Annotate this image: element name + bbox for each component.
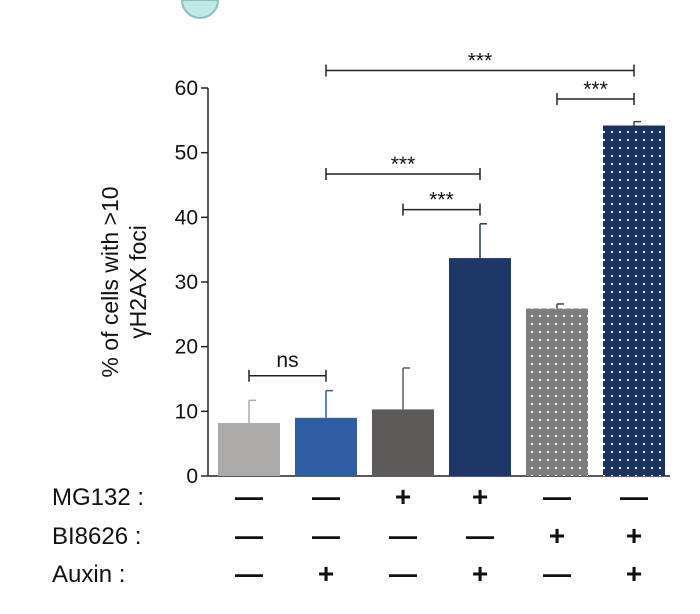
treatment-mark: — xyxy=(312,520,340,551)
y-axis-title: % of cells with >10 γH2AX foci xyxy=(97,186,151,377)
treatment-mark: — xyxy=(312,481,340,512)
treatment-mark: — xyxy=(235,481,263,512)
significance-label: *** xyxy=(468,50,493,73)
treatment-mark: + xyxy=(626,558,642,589)
treatment-mark: — xyxy=(235,520,263,551)
bar xyxy=(218,422,280,476)
bar-dot-pattern xyxy=(603,125,665,477)
significance-label: *** xyxy=(429,189,454,212)
treatment-label: BI8626 : xyxy=(52,523,141,550)
significance-label: *** xyxy=(583,78,608,101)
treatment-mark: + xyxy=(318,558,334,589)
treatment-label: MG132 : xyxy=(52,484,144,511)
y-tick-label: 10 xyxy=(175,400,198,423)
treatment-mark: — xyxy=(620,481,648,512)
y-tick-label: 20 xyxy=(175,336,198,359)
y-tick-label: 0 xyxy=(186,465,198,488)
significance-label: ns xyxy=(276,349,298,372)
error-bars xyxy=(248,120,641,423)
y-axis-title-group: % of cells with >10 γH2AX foci xyxy=(97,186,151,377)
treatment-mark: + xyxy=(472,481,488,512)
y-tick-label: 40 xyxy=(175,206,198,229)
y-tick-label: 30 xyxy=(175,271,198,294)
bars xyxy=(218,125,665,477)
significance-label: *** xyxy=(391,153,416,176)
bar xyxy=(449,258,511,476)
significance-brackets: ns *** *** *** *** xyxy=(248,50,635,382)
bar xyxy=(295,417,357,476)
treatment-mark: — xyxy=(389,520,417,551)
y-axis: 0 10 20 30 40 50 60 xyxy=(175,77,670,488)
treatment-mark: + xyxy=(626,520,642,551)
treatment-table: MG132 : — — + + — — BI8626 : — — — — + + Auxin : — + — + — + xyxy=(52,481,648,589)
treatment-mark: + xyxy=(549,520,565,551)
treatment-mark: — xyxy=(543,558,571,589)
y-axis-title-line: γH2AX foci xyxy=(125,225,151,339)
treatment-mark: — xyxy=(389,558,417,589)
treatment-mark: — xyxy=(235,558,263,589)
y-axis-title-line: % of cells with >10 xyxy=(97,186,123,377)
treatment-mark: + xyxy=(395,481,411,512)
treatment-label: Auxin : xyxy=(52,561,125,588)
bar-dot-pattern xyxy=(526,308,588,476)
treatment-mark: — xyxy=(543,481,571,512)
treatment-mark: + xyxy=(472,558,488,589)
bar xyxy=(372,409,434,476)
top-circle-decoration xyxy=(180,0,220,19)
y-tick-label: 50 xyxy=(175,142,198,165)
treatment-mark: — xyxy=(466,520,494,551)
y-tick-label: 60 xyxy=(175,77,198,100)
